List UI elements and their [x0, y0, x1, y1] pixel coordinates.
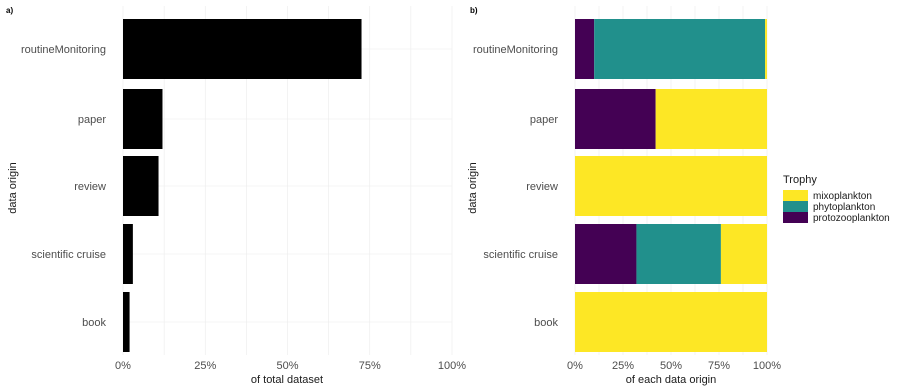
- category-label-paper: paper: [78, 114, 106, 126]
- bar-paper-protozooplankton: [575, 89, 656, 149]
- category-label-routinemonitoring: routineMonitoring: [21, 44, 106, 56]
- bar-routinemonitoring: [123, 19, 362, 79]
- x-tick-label-2: 50%: [660, 360, 682, 372]
- category-label-review: review: [74, 181, 106, 193]
- x-tick-label-0: 0%: [115, 360, 131, 372]
- category-label-book: book: [82, 317, 106, 329]
- bar-book: [123, 292, 130, 352]
- panel-a: a) routineMonitoring paper review scientifi…: [6, 6, 466, 386]
- x-tick-label-4: 100%: [753, 360, 781, 372]
- legend-swatch-mixoplankton: [783, 190, 808, 201]
- legend-title: Trophy: [783, 174, 817, 186]
- bar-scientific-cruise: [123, 224, 133, 284]
- panel-b-x-tick-labels: 0% 25% 50% 75% 100%: [567, 360, 781, 372]
- x-tick-label-2: 50%: [276, 360, 298, 372]
- legend: Trophy mixoplanktonphytoplanktonprotozoo…: [783, 174, 890, 224]
- x-tick-label-4: 100%: [438, 360, 466, 372]
- bar-review-mixoplankton: [575, 156, 767, 216]
- legend-label-phytoplankton: phytoplankton: [813, 202, 875, 213]
- legend-swatch-protozooplankton: [783, 212, 808, 223]
- category-label-scientific-cruise: scientific cruise: [483, 249, 558, 261]
- panel-a-tag: a): [6, 6, 13, 15]
- panel-b: b) routineMonitoring paper review scientifi…: [467, 6, 890, 386]
- x-tick-label-1: 25%: [612, 360, 634, 372]
- x-tick-label-3: 75%: [708, 360, 730, 372]
- bar-paper: [123, 89, 163, 149]
- bar-routinemonitoring-protozooplankton: [575, 19, 595, 79]
- panel-a-x-tick-labels: 0% 25% 50% 75% 100%: [115, 360, 466, 372]
- bar-scientific-cruise-mixoplankton: [720, 224, 767, 284]
- panel-a-x-axis-title: of total dataset: [251, 374, 323, 386]
- category-label-routinemonitoring: routineMonitoring: [473, 44, 558, 56]
- panel-a-bars: [123, 19, 362, 352]
- panel-a-category-labels: routineMonitoring paper review scientific c…: [21, 44, 106, 329]
- panel-b-category-labels: routineMonitoring paper review scientific c…: [473, 44, 558, 329]
- bar-book-mixoplankton: [575, 292, 767, 352]
- category-label-review: review: [526, 181, 558, 193]
- panel-b-y-axis-title: data origin: [467, 162, 479, 213]
- panel-b-x-axis-title: of each data origin: [626, 374, 717, 386]
- bar-scientific-cruise-protozooplankton: [575, 224, 637, 284]
- category-label-scientific-cruise: scientific cruise: [31, 249, 106, 261]
- panel-b-bars: [575, 19, 767, 352]
- bar-routinemonitoring-phytoplankton: [594, 19, 766, 79]
- panel-a-y-axis-title: data origin: [7, 162, 19, 213]
- bar-paper-mixoplankton: [655, 89, 767, 149]
- panel-b-tag: b): [470, 6, 478, 15]
- x-tick-label-3: 75%: [359, 360, 381, 372]
- bar-review: [123, 156, 159, 216]
- x-tick-label-0: 0%: [567, 360, 583, 372]
- bar-scientific-cruise-phytoplankton: [636, 224, 721, 284]
- legend-swatch-phytoplankton: [783, 201, 808, 212]
- legend-label-mixoplankton: mixoplankton: [813, 191, 872, 202]
- legend-label-protozooplankton: protozooplankton: [813, 213, 890, 224]
- legend-entries: mixoplanktonphytoplanktonprotozooplankto…: [783, 190, 890, 224]
- x-tick-label-1: 25%: [194, 360, 216, 372]
- bar-routinemonitoring-mixoplankton: [765, 19, 767, 79]
- category-label-book: book: [534, 317, 558, 329]
- category-label-paper: paper: [530, 114, 558, 126]
